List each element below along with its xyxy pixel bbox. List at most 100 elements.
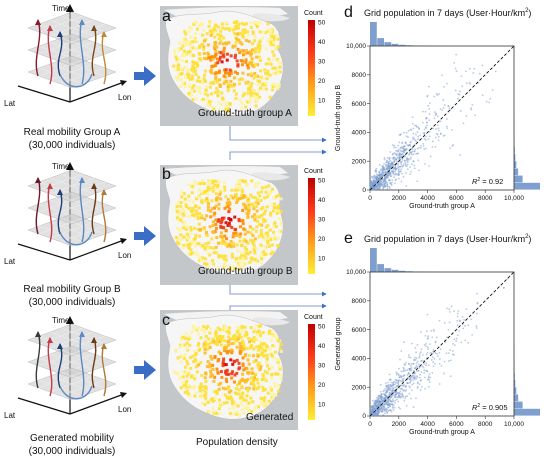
data-point	[419, 331, 422, 334]
density-cell	[215, 343, 219, 347]
data-point	[388, 160, 390, 163]
density-cell	[235, 326, 239, 330]
density-cell	[266, 69, 270, 73]
density-cell	[210, 207, 214, 211]
density-cell	[192, 22, 196, 26]
data-point	[399, 165, 402, 168]
density-cell	[175, 210, 179, 214]
density-cell	[223, 393, 227, 397]
density-cell	[279, 365, 283, 369]
density-cell	[209, 246, 213, 250]
data-point	[451, 350, 454, 352]
density-cell	[274, 335, 278, 339]
caption-group-a-line2: (30,000 individuals)	[28, 140, 116, 151]
data-point	[494, 70, 497, 73]
density-cell	[271, 250, 275, 254]
density-cell	[276, 58, 280, 62]
density-cell	[228, 202, 232, 206]
density-cell	[240, 408, 244, 412]
data-point	[386, 412, 389, 414]
density-cell	[232, 241, 236, 245]
data-point	[426, 351, 429, 354]
density-cell	[197, 255, 201, 259]
density-cell	[254, 389, 258, 393]
density-cell	[191, 98, 195, 102]
density-cell	[261, 205, 265, 209]
density-cell	[263, 387, 267, 391]
trajectory-arrowhead	[79, 177, 85, 183]
density-cell	[218, 58, 222, 62]
density-cell	[236, 328, 240, 332]
density-cell	[183, 353, 187, 357]
data-point	[429, 155, 432, 158]
density-cell	[185, 389, 189, 393]
density-cell	[212, 251, 216, 255]
density-cell	[250, 81, 254, 85]
density-cell	[184, 32, 188, 36]
data-point	[418, 352, 421, 355]
density-cell	[193, 89, 197, 93]
data-point	[425, 116, 428, 119]
data-point	[442, 99, 445, 101]
density-cell	[206, 347, 210, 351]
density-cell	[245, 402, 249, 406]
density-cell	[251, 204, 255, 208]
density-cell	[218, 192, 222, 196]
density-cell	[228, 102, 232, 106]
density-cell	[266, 241, 270, 245]
density-cell	[228, 407, 232, 411]
data-point	[390, 396, 393, 399]
data-point	[409, 173, 412, 175]
density-cell	[202, 331, 206, 335]
data-point	[387, 166, 390, 168]
density-cell	[249, 85, 253, 89]
density-cell	[237, 31, 241, 35]
trajectory-arrowhead	[47, 25, 53, 31]
density-cell	[203, 262, 207, 266]
density-cell	[191, 200, 195, 204]
density-cell	[189, 366, 193, 370]
density-cell	[190, 206, 194, 210]
data-point	[398, 157, 401, 160]
density-cell	[217, 37, 221, 41]
density-cell	[224, 345, 228, 349]
data-point	[379, 188, 382, 190]
data-point	[395, 158, 398, 161]
data-point	[465, 308, 468, 311]
r-squared-label: R2 = 0.92	[472, 177, 503, 186]
data-point	[413, 378, 416, 381]
density-cell	[230, 337, 234, 341]
data-point	[393, 160, 395, 163]
data-point	[372, 405, 375, 408]
density-cell	[246, 214, 250, 218]
density-cell	[223, 234, 227, 238]
density-cell	[237, 78, 241, 82]
data-point	[412, 127, 415, 130]
data-point	[418, 127, 420, 130]
density-cell	[191, 354, 195, 358]
density-cell	[222, 49, 226, 53]
density-cell	[195, 212, 199, 216]
density-cell	[257, 235, 261, 239]
density-cell	[196, 253, 200, 257]
density-cell	[224, 237, 228, 241]
data-point	[402, 147, 405, 150]
density-cell	[217, 71, 221, 75]
colorbar-title: Count	[304, 168, 323, 175]
data-point	[418, 356, 421, 359]
density-cell	[232, 380, 236, 384]
density-cell	[271, 334, 275, 338]
density-cell	[222, 36, 226, 40]
density-cell	[236, 184, 240, 188]
density-cell	[246, 100, 250, 104]
density-cell	[260, 342, 264, 346]
trajectory-arrowhead	[57, 189, 63, 195]
data-point	[378, 403, 381, 406]
density-cell	[276, 37, 280, 41]
density-cell	[248, 225, 252, 229]
density-cell	[189, 232, 193, 236]
r-squared-value: = 0.905	[480, 403, 507, 412]
density-cell	[211, 340, 215, 344]
density-cell	[229, 26, 233, 30]
data-point	[381, 410, 384, 413]
